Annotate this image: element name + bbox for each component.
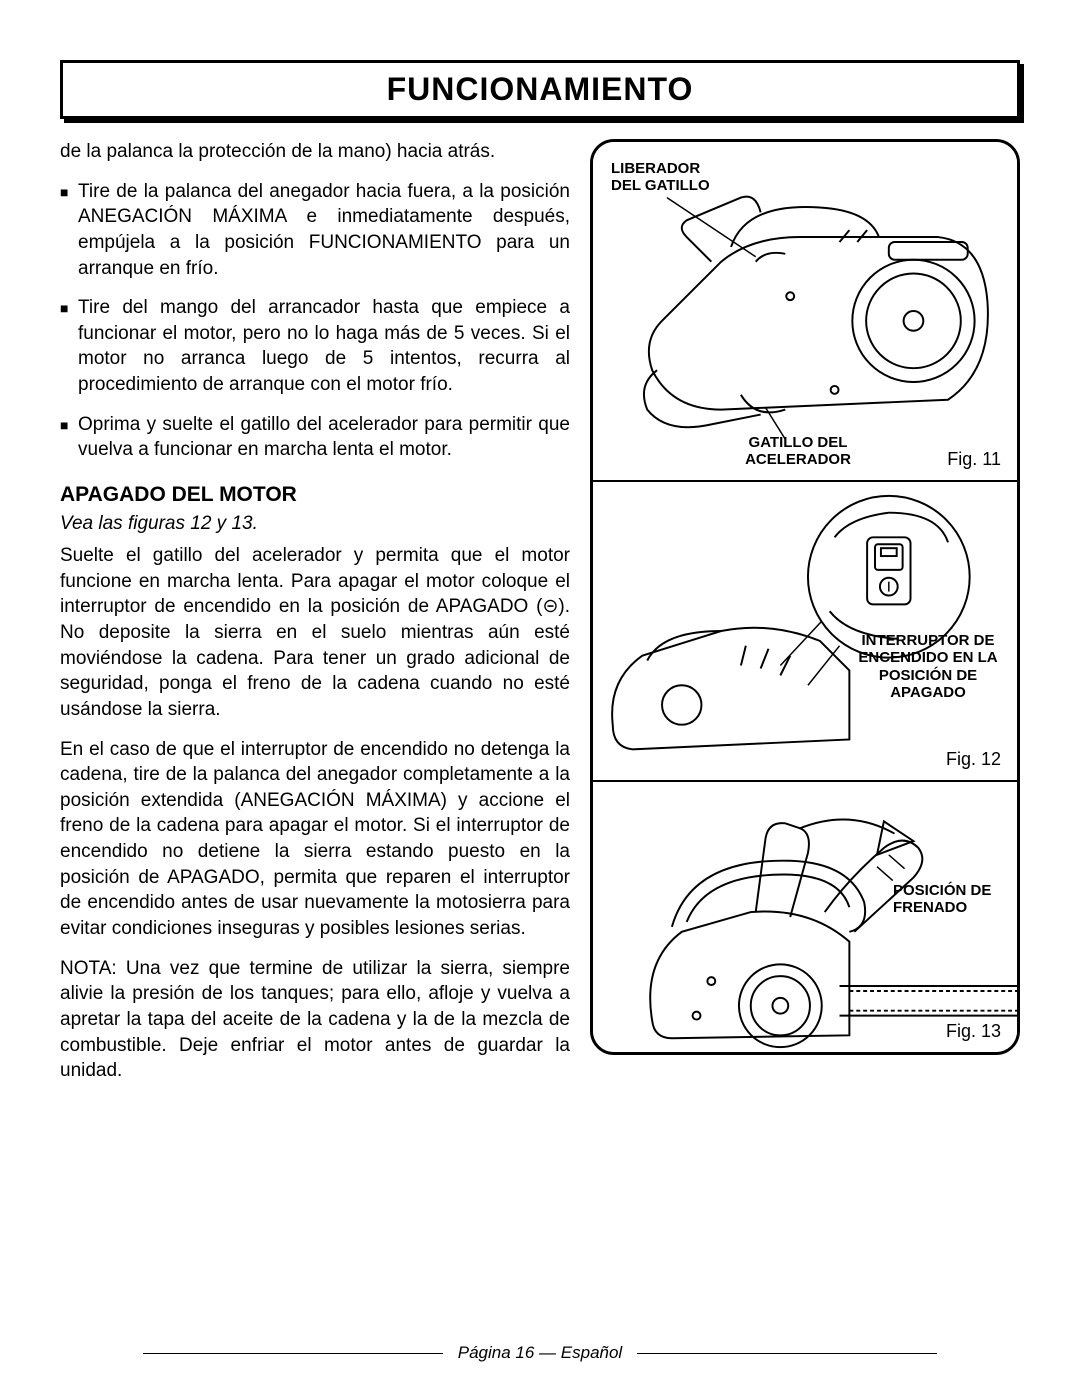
figure-11-panel: LIBERADOR DEL GATILLO GATILLO DEL ACELER… — [593, 142, 1017, 482]
figure-column: LIBERADOR DEL GATILLO GATILLO DEL ACELER… — [590, 139, 1020, 1098]
bullet-text: Tire del mango del arrancador hasta que … — [78, 295, 570, 398]
footer-text: Página 16 — Español — [458, 1343, 622, 1362]
sub-heading: APAGADO DEL MOTOR — [60, 481, 570, 509]
callout-trigger-release: LIBERADOR DEL GATILLO — [611, 160, 721, 195]
bullet-text: Tire de la palanca del anegador hacia fu… — [78, 179, 570, 282]
figure-stack: LIBERADOR DEL GATILLO GATILLO DEL ACELER… — [590, 139, 1020, 1055]
section-title: FUNCIONAMIENTO — [60, 60, 1020, 119]
page-footer: Página 16 — Español — [0, 1343, 1080, 1363]
figure-caption: Fig. 11 — [947, 449, 1001, 470]
body-paragraph: En el caso de que el interruptor de ence… — [60, 737, 570, 942]
switch-illustration — [593, 482, 1017, 780]
bullet-icon: ■ — [60, 295, 78, 398]
bullet-item: ■ Tire del mango del arrancador hasta qu… — [60, 295, 570, 398]
content-columns: de la palanca la protección de la mano) … — [60, 139, 1020, 1098]
figure-12-panel: INTERRUPTOR DE ENCENDIDO EN LA POSICIÓN … — [593, 482, 1017, 782]
callout-brake-position: POSICIÓN DE FRENADO — [893, 882, 1003, 917]
figure-caption: Fig. 12 — [946, 749, 1001, 770]
bullet-item: ■ Oprima y suelte el gatillo del acelera… — [60, 412, 570, 463]
text-column: de la palanca la protección de la mano) … — [60, 139, 570, 1098]
body-paragraph: NOTA: Una vez que termine de utilizar la… — [60, 956, 570, 1084]
callout-ignition-switch: INTERRUPTOR DE ENCENDIDO EN LA POSICIÓN … — [853, 632, 1003, 701]
bullet-text: Oprima y suelte el gatillo del acelerado… — [78, 412, 570, 463]
figure-reference: Vea las figuras 12 y 13. — [60, 511, 570, 537]
bullet-item: ■ Tire de la palanca del anegador hacia … — [60, 179, 570, 282]
intro-text: de la palanca la protección de la mano) … — [60, 139, 570, 165]
figure-caption: Fig. 13 — [946, 1021, 1001, 1042]
bullet-icon: ■ — [60, 412, 78, 463]
callout-throttle-trigger: GATILLO DEL ACELERADOR — [723, 434, 873, 469]
bullet-icon: ■ — [60, 179, 78, 282]
brake-illustration — [593, 782, 1017, 1052]
body-paragraph: Suelte el gatillo del acelerador y permi… — [60, 543, 570, 722]
figure-13-panel: POSICIÓN DE FRENADO Fig. 13 — [593, 782, 1017, 1052]
